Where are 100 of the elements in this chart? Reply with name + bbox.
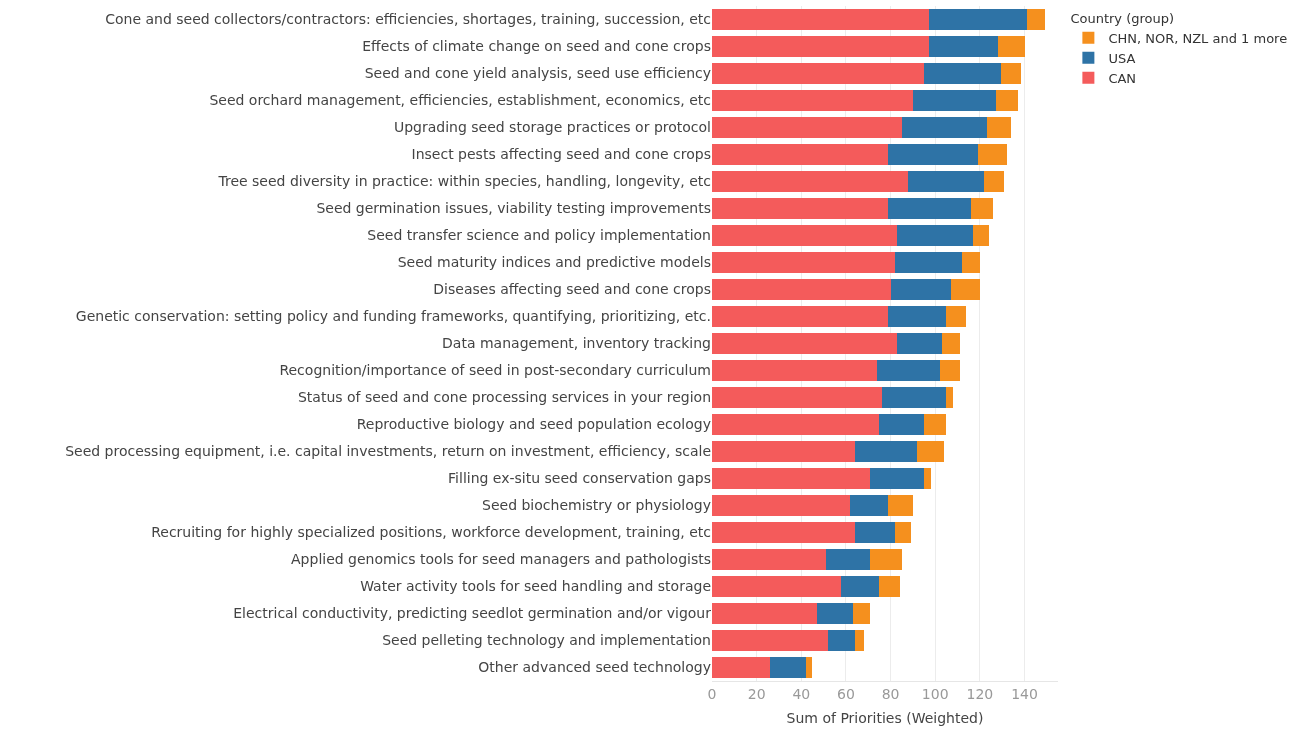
bar	[712, 35, 929, 58]
bar	[879, 575, 900, 598]
x-tick-label: 120	[966, 685, 994, 702]
y-tick-label: Seed maturity indices and predictive models	[397, 254, 711, 271]
bar	[881, 386, 947, 409]
bar	[1001, 62, 1021, 85]
y-tick-label: Recruiting for highly specialized positions, workforce development, training, etc	[151, 524, 711, 541]
bar	[712, 359, 878, 382]
bar	[928, 8, 1027, 31]
y-tick-label: Seed and cone yield analysis, seed use efficiency	[364, 65, 711, 82]
bar	[712, 62, 925, 85]
y-tick-label: Seed processing equipment, i.e. capital investments, return on investment, efficiency, scale	[65, 443, 711, 460]
bar	[946, 305, 967, 328]
bar	[712, 548, 826, 571]
bar	[890, 278, 951, 301]
y-tick-label: Applied genomics tools for seed managers and pathologists	[291, 551, 711, 568]
bar	[852, 602, 871, 625]
bar	[828, 629, 855, 652]
y-tick-label: Water activity tools for seed handling and storage	[360, 578, 711, 595]
bar	[901, 116, 987, 139]
x-tick-label: 60	[837, 685, 855, 702]
y-tick-label: Electrical conductivity, predicting seedlot germination and/or vigour	[233, 605, 712, 622]
y-tick-label: Filling ex-situ seed conservation gaps	[448, 470, 711, 487]
bar	[712, 386, 882, 409]
bar	[712, 575, 842, 598]
bar	[908, 170, 985, 193]
x-tick-label: 40	[792, 685, 811, 702]
legend-label: USA	[1108, 50, 1136, 66]
bar	[854, 440, 918, 463]
x-tick-label: 0	[707, 685, 717, 702]
bar	[712, 143, 889, 166]
bar	[897, 332, 942, 355]
y-tick-label: Data management, inventory tracking	[442, 335, 711, 352]
bar	[770, 656, 806, 679]
y-tick-label: Seed pelleting technology and implementation	[382, 632, 711, 649]
bar	[877, 359, 940, 382]
y-tick-label: Diseases affecting seed and cone crops	[433, 281, 711, 298]
x-axis-title: Sum of Priorities (Weighted)	[786, 710, 984, 727]
bar	[879, 413, 925, 436]
bar	[870, 467, 925, 490]
bar	[712, 278, 891, 301]
bar	[854, 521, 896, 544]
bar	[712, 467, 871, 490]
bar	[984, 170, 1005, 193]
bar	[712, 251, 896, 274]
bar	[888, 197, 971, 220]
bar	[888, 143, 978, 166]
bar	[895, 521, 911, 544]
bar	[841, 575, 880, 598]
bar	[712, 224, 898, 247]
bar	[816, 602, 853, 625]
y-tick-label: Seed orchard management, efficiencies, establishment, economics, etc	[209, 92, 711, 109]
legend-title: Country (group)	[1070, 10, 1175, 26]
bar	[917, 440, 945, 463]
bar	[712, 494, 851, 517]
bar	[997, 35, 1025, 58]
bar	[950, 278, 980, 301]
y-tick-label: Tree seed diversity in practice: within species, handling, longevity, etc	[217, 173, 711, 190]
bar	[895, 251, 963, 274]
bar	[712, 305, 889, 328]
bar	[712, 656, 771, 679]
bar	[712, 521, 855, 544]
y-tick-label: Recognition/importance of seed in post-secondary curriculum	[279, 362, 711, 379]
bar	[912, 89, 996, 112]
bar	[712, 116, 902, 139]
bar	[962, 251, 980, 274]
y-tick-label: Effects of climate change on seed and cone crops	[362, 38, 711, 55]
bar	[924, 467, 931, 490]
y-tick-label: Status of seed and cone processing services in your region	[297, 389, 711, 406]
bar	[854, 629, 864, 652]
bar	[712, 332, 898, 355]
bar	[897, 224, 974, 247]
y-tick-label: Insect pests affecting seed and cone crops	[411, 146, 711, 163]
bar	[924, 413, 947, 436]
bar	[712, 8, 929, 31]
y-tick-label: Other advanced seed technology	[478, 659, 711, 676]
bar	[986, 116, 1012, 139]
bar	[712, 413, 880, 436]
bar	[712, 170, 909, 193]
bar	[870, 548, 902, 571]
y-tick-label: Seed biochemistry or physiology	[482, 497, 711, 514]
bar	[712, 197, 889, 220]
bar	[712, 629, 829, 652]
bar	[924, 62, 1002, 85]
y-tick-label: Cone and seed collectors/contractors: efficiencies, shortages, training, succession, etc	[105, 11, 711, 28]
bar	[970, 197, 994, 220]
bar	[977, 143, 1007, 166]
bar	[928, 35, 998, 58]
bar	[712, 89, 913, 112]
bar	[888, 494, 913, 517]
bar	[712, 440, 855, 463]
y-tick-label: Reproductive biology and seed population ecology	[356, 416, 711, 433]
bar	[939, 359, 960, 382]
bar	[995, 89, 1018, 112]
bar	[941, 332, 960, 355]
legend-label: CHN, NOR, NZL and 1 more	[1108, 30, 1288, 46]
x-tick-label: 80	[881, 685, 900, 702]
x-tick-label: 100	[921, 685, 949, 702]
bar	[1026, 8, 1045, 31]
bar	[825, 548, 871, 571]
